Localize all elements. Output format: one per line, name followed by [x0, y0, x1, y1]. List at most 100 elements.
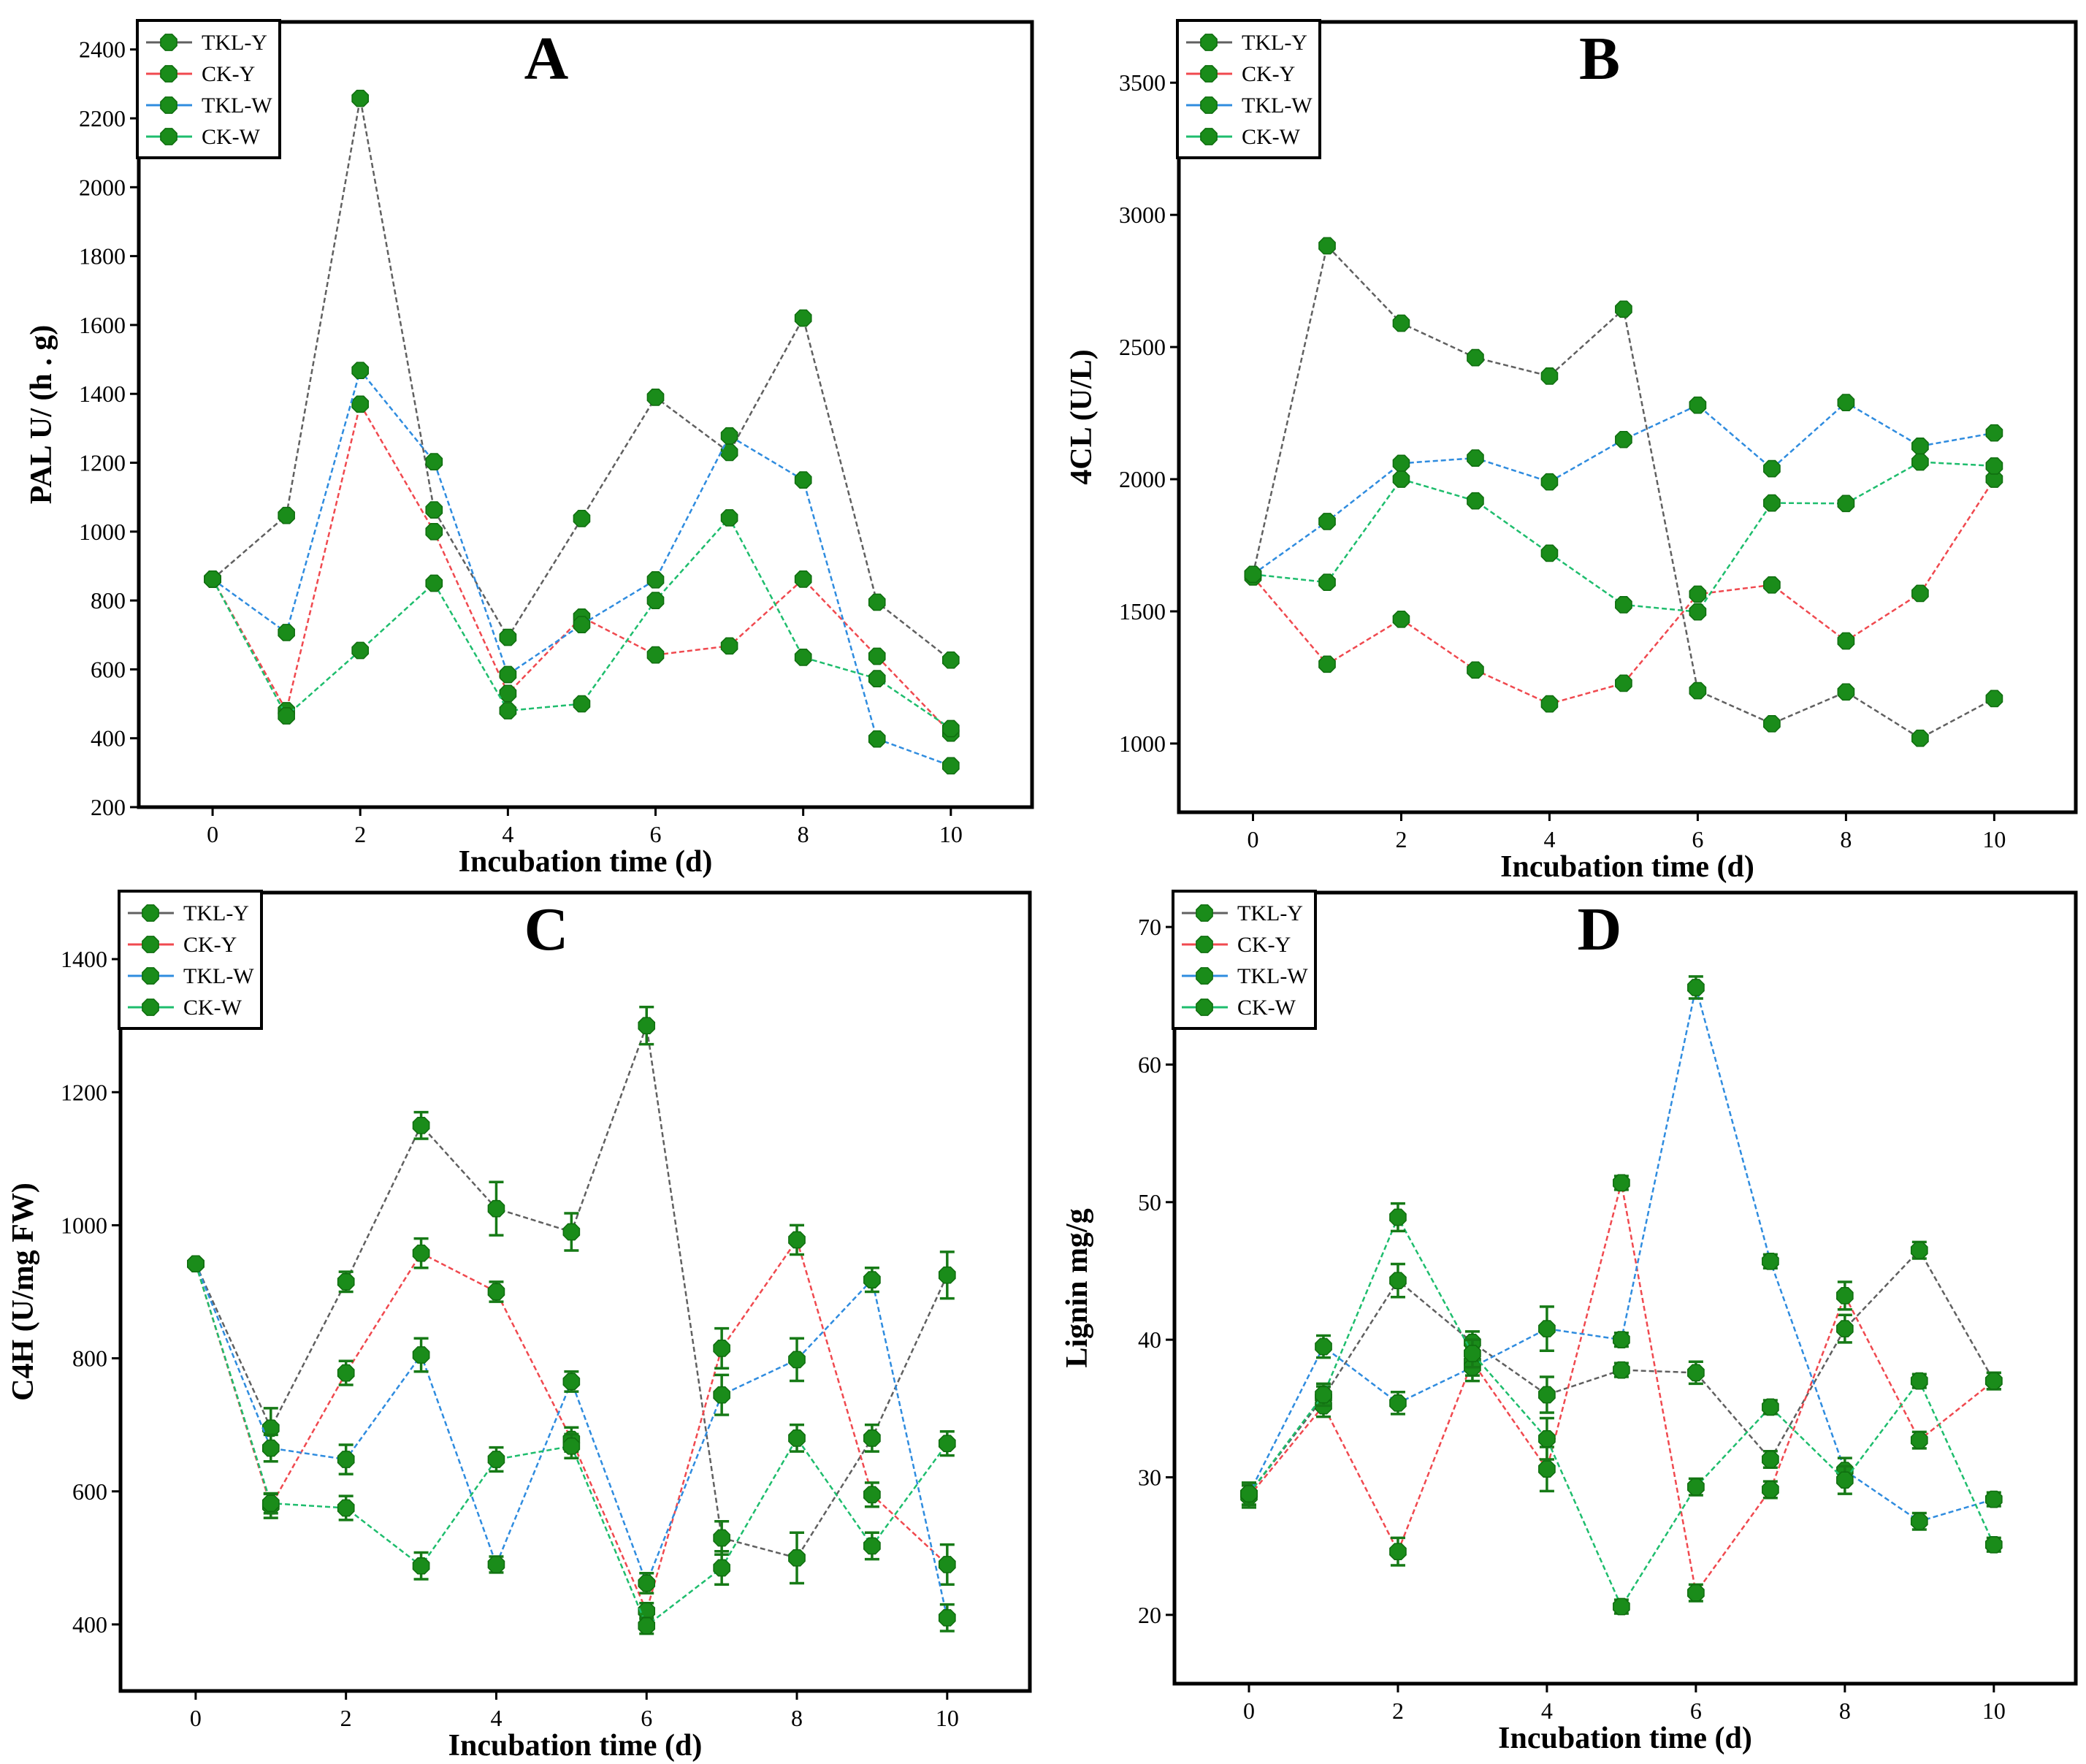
data-point	[1389, 1394, 1407, 1412]
data-point	[788, 1549, 806, 1567]
data-point	[1763, 494, 1781, 512]
y-tick-label: 1800	[79, 243, 126, 270]
x-axis-title: Incubation time (d)	[459, 845, 713, 879]
data-point	[938, 1435, 956, 1453]
x-tick-label: 6	[1692, 826, 1703, 852]
x-tick-label: 6	[641, 1705, 652, 1731]
data-point	[646, 592, 665, 609]
data-point	[1467, 661, 1484, 679]
panel-letter: D	[1578, 896, 1622, 963]
y-axis-title: 4CL (U/L)	[1065, 349, 1099, 485]
data-point	[1762, 1252, 1779, 1270]
data-point	[638, 1017, 656, 1035]
y-tick-label: 1000	[61, 1212, 107, 1238]
data-point	[1615, 596, 1632, 614]
x-axis-title: Incubation time (d)	[1498, 1722, 1752, 1755]
data-point	[1540, 695, 1559, 713]
series-line	[1248, 987, 1995, 1523]
data-point	[713, 1559, 730, 1577]
x-tick-label: 8	[791, 1705, 803, 1731]
data-point	[1763, 714, 1781, 733]
data-point	[788, 1351, 806, 1369]
legend-marker	[1200, 128, 1218, 145]
data-point	[938, 1556, 956, 1573]
series-tkl-y	[1244, 237, 2003, 747]
data-point	[204, 570, 221, 588]
legend-label: CK-Y	[183, 933, 237, 957]
x-tick-label: 8	[1840, 826, 1852, 852]
y-tick-label: 800	[72, 1345, 107, 1372]
data-point	[938, 1608, 956, 1627]
data-point	[1244, 565, 1262, 584]
legend-label: TKL-Y	[183, 901, 249, 925]
panel-letter: A	[524, 25, 569, 93]
data-point	[1910, 1241, 1928, 1259]
y-tick-label: 1200	[61, 1079, 107, 1105]
data-point	[573, 695, 591, 713]
data-point	[720, 427, 738, 445]
data-point	[1318, 513, 1336, 530]
legend-label: TKL-W	[202, 93, 272, 118]
data-point	[1392, 470, 1410, 488]
data-point	[562, 1223, 581, 1241]
series-tkl-w	[1244, 394, 2003, 584]
plot-frame	[1177, 20, 2078, 814]
data-point	[499, 684, 517, 703]
legend: TKL-Y CK-Y TKL-W CK-W	[1176, 19, 1321, 159]
data-point	[278, 707, 295, 725]
data-point	[720, 443, 738, 462]
data-point	[1615, 300, 1632, 318]
y-tick-label: 1500	[1119, 598, 1166, 625]
data-point	[941, 651, 960, 669]
data-point	[1389, 1543, 1407, 1561]
series-line	[1252, 401, 1995, 576]
data-point	[1762, 1481, 1779, 1499]
x-tick-label: 2	[1395, 826, 1407, 852]
y-tick-label: 200	[91, 794, 126, 820]
data-point	[868, 730, 886, 748]
data-point	[1540, 473, 1559, 491]
data-point	[1613, 1174, 1630, 1192]
data-point	[1836, 1320, 1854, 1337]
data-point	[863, 1486, 881, 1504]
data-point	[794, 570, 812, 588]
data-point	[1910, 1431, 1928, 1449]
data-point	[278, 506, 295, 524]
legend-label: TKL-W	[183, 964, 254, 988]
data-point	[1837, 683, 1855, 701]
chart-panel-b: 1000 1500 2000 2500 3000 3500 0 2 4 6 8 10 Incubatio…	[1065, 19, 2078, 884]
x-axis-title: Incubation time (d)	[448, 1729, 703, 1763]
data-point	[1910, 1512, 1928, 1530]
x-tick-label: 0	[1243, 1698, 1255, 1724]
series-ck-y	[1240, 1174, 2003, 1603]
data-point	[1689, 681, 1707, 700]
x-tick-label: 10	[939, 821, 963, 847]
data-point	[1315, 1337, 1332, 1356]
data-point	[1318, 237, 1336, 255]
data-point	[1984, 1490, 2003, 1508]
data-point	[794, 471, 812, 489]
legend-marker	[1200, 65, 1218, 83]
y-tick-label: 1400	[61, 946, 107, 972]
legend-label: CK-Y	[202, 62, 255, 86]
data-point	[794, 309, 812, 327]
data-point	[1315, 1386, 1332, 1404]
data-point	[941, 757, 960, 775]
x-tick-label: 4	[490, 1705, 502, 1731]
series-ck-y	[1244, 470, 2003, 713]
data-point	[1538, 1320, 1556, 1337]
data-point	[1985, 470, 2003, 488]
x-tick-label: 2	[354, 821, 366, 847]
x-tick-label: 6	[1690, 1698, 1702, 1724]
data-point	[1464, 1345, 1481, 1362]
data-point	[1911, 453, 1929, 471]
x-tick-label: 0	[1247, 826, 1258, 852]
legend-marker	[142, 904, 159, 922]
series-ck-w	[204, 509, 960, 738]
data-point	[1687, 1478, 1705, 1496]
x-tick-label: 0	[190, 1705, 202, 1731]
y-tick-label: 2000	[79, 174, 126, 200]
series-tkl-y	[187, 1005, 956, 1585]
data-point	[1615, 430, 1632, 448]
data-point	[1615, 674, 1632, 692]
